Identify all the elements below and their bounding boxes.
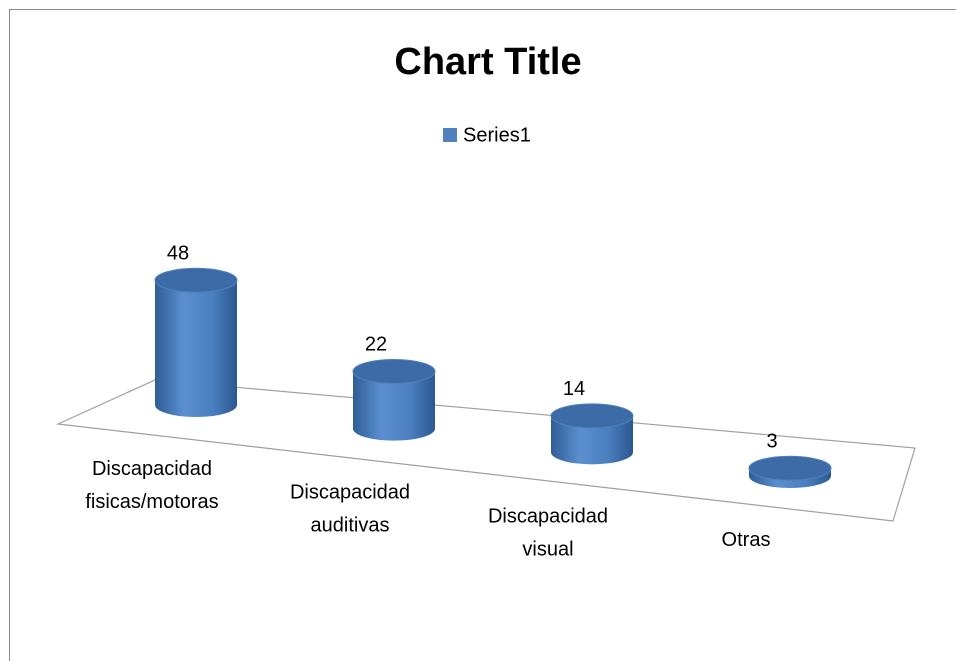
chart-title: Chart Title xyxy=(394,41,581,83)
data-label: 14 xyxy=(563,378,585,400)
x-tick-label: Otras xyxy=(722,529,771,551)
data-label: 3 xyxy=(766,430,777,452)
floor xyxy=(55,379,916,522)
cylinder-top xyxy=(154,267,238,293)
x-tick-label: Discapacidad fisicas/motoras xyxy=(85,458,218,513)
cylinder-top xyxy=(550,403,634,429)
cylinder-top xyxy=(352,358,436,384)
x-tick-label: Discapacidad visual xyxy=(488,505,608,560)
legend-label: Series1 xyxy=(463,124,531,146)
cylinder-top xyxy=(748,455,832,481)
cylinder-body xyxy=(155,280,237,417)
chart-border xyxy=(9,9,956,661)
legend-swatch xyxy=(443,128,457,142)
x-tick-label: Discapacidad auditivas xyxy=(290,482,410,537)
cylinder-body xyxy=(551,415,633,465)
cylinder-body xyxy=(352,371,435,441)
data-label: 22 xyxy=(365,334,387,356)
data-label: 48 xyxy=(167,242,189,264)
